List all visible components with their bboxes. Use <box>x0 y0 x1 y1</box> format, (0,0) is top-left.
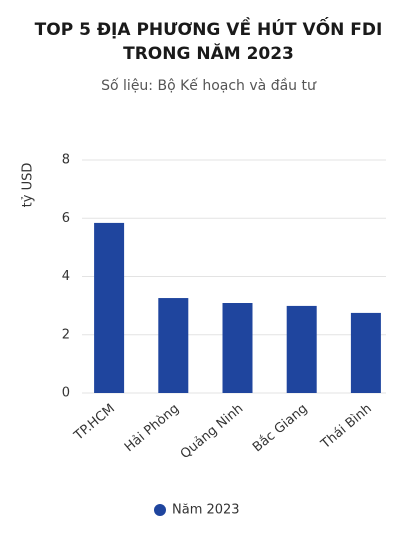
bar <box>158 298 189 393</box>
x-tick-label: Hải Phòng <box>122 401 182 455</box>
x-tick-label: Thái Bình <box>318 401 375 452</box>
bar <box>350 312 381 393</box>
legend-label: Năm 2023 <box>172 503 240 518</box>
y-tick-label: 6 <box>62 211 70 226</box>
legend-marker <box>154 504 166 516</box>
y-tick-label: 0 <box>62 386 70 401</box>
chart-subtitle: Số liệu: Bộ Kế hoạch và đầu tư <box>101 78 316 94</box>
y-tick-label: 8 <box>62 153 70 168</box>
y-tick-label: 2 <box>62 327 70 342</box>
x-tick-label: Bắc Giang <box>250 401 310 455</box>
bar <box>222 303 253 393</box>
bar <box>286 305 317 393</box>
x-tick-label: Quảng Ninh <box>178 401 247 462</box>
bar <box>94 222 125 393</box>
x-tick-label: TP.HCM <box>71 401 118 444</box>
chart-title: TOP 5 ĐỊA PHƯƠNG VỀ HÚT VỐN FDI TRONG NĂ… <box>34 20 383 64</box>
y-tick-label: 4 <box>62 269 70 284</box>
y-axis-label: tỷ USD <box>21 163 36 208</box>
